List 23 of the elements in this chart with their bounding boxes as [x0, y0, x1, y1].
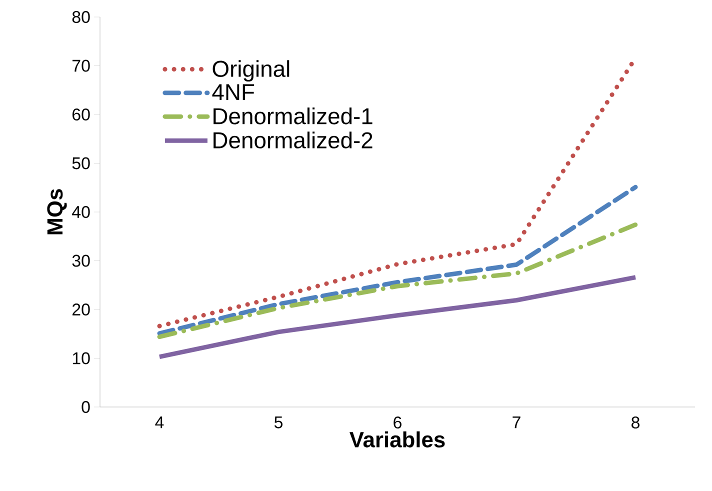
x-axis-title: Variables: [350, 431, 445, 448]
line-series: [157, 184, 638, 336]
y-tick-label: 0: [82, 401, 90, 413]
x-tick-label: 5: [274, 416, 282, 428]
x-tick-label: 6: [394, 416, 402, 429]
legend-label: Denormalized-2: [214, 132, 372, 148]
y-tick-label: 50: [72, 157, 90, 170]
legend-label: Denormalized-1: [214, 108, 372, 124]
x-tick-label: 8: [632, 416, 640, 429]
y-tick-label: 70: [72, 60, 90, 72]
y-tick-label: 20: [72, 304, 90, 316]
y-tick-label: 60: [72, 108, 90, 121]
x-tick-label: 7: [512, 416, 520, 428]
line-series: [157, 275, 638, 360]
y-tick-label: 30: [72, 254, 90, 267]
y-axis-title: MQs: [47, 189, 67, 234]
y-tick-label: 80: [72, 11, 90, 24]
y-tick-label: 40: [72, 206, 90, 218]
line-series: [157, 222, 638, 340]
legend-label: Original: [212, 60, 290, 82]
legend-label: 4NF: [212, 84, 254, 100]
y-tick-label: 10: [72, 352, 90, 364]
x-tick-label: 4: [155, 416, 164, 428]
